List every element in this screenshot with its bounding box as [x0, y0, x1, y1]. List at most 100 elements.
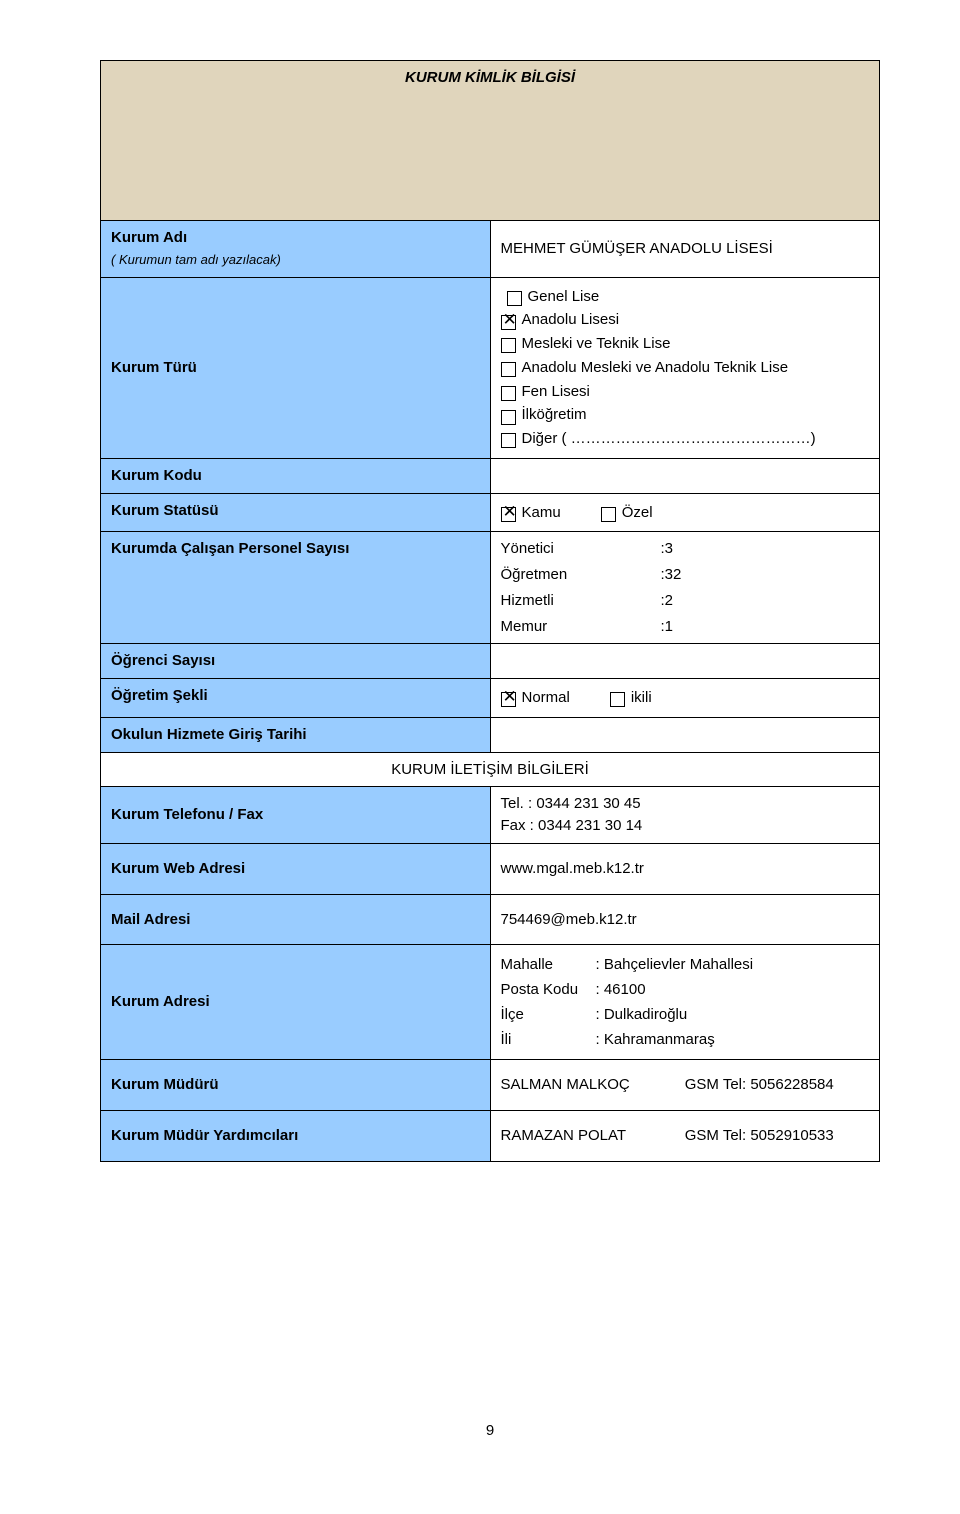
label-yardimci: Kurum Müdür Yardımcıları [101, 1111, 491, 1162]
label-mail: Mail Adresi [101, 894, 491, 945]
fax-text: Fax : 0344 231 30 14 [501, 815, 870, 837]
personel-memur-v: :1 [661, 616, 761, 638]
row-kurum-adi: Kurum Adı ( Kurumun tam adı yazılacak) M… [101, 221, 880, 278]
checkbox-icon [610, 692, 625, 707]
row-telefon: Kurum Telefonu / Fax Tel. : 0344 231 30 … [101, 787, 880, 844]
option-normal: ✕ Normal [501, 687, 570, 709]
checkbox-icon [501, 386, 516, 401]
value-kurum-kodu [490, 458, 880, 493]
checkbox-checked-icon: ✕ [501, 315, 516, 330]
option-label: Kamu [522, 502, 561, 524]
page-title: KURUM KİMLİK BİLGİSİ [101, 61, 880, 221]
label-kurum-turu: Kurum Türü [101, 277, 491, 458]
value-ogretim-sekli: ✕ Normal ikili [490, 679, 880, 718]
label-ogrenci-sayisi: Öğrenci Sayısı [101, 644, 491, 679]
personel-ogretmen-v: :32 [661, 564, 761, 586]
label-personel: Kurumda Çalışan Personel Sayısı [101, 532, 491, 644]
value-telefon: Tel. : 0344 231 30 45 Fax : 0344 231 30 … [490, 787, 880, 844]
adres-ilce-k: İlçe [501, 1004, 596, 1026]
page-number: 9 [100, 1422, 880, 1439]
value-personel: Yönetici :3 Öğretmen :32 Hizmetli :2 Mem… [490, 532, 880, 644]
value-adres: Mahalle: Bahçelievler Mahallesi Posta Ko… [490, 945, 880, 1060]
row-ogrenci-sayisi: Öğrenci Sayısı [101, 644, 880, 679]
option-ilkogretim: İlköğretim [501, 404, 870, 426]
value-kurum-turu: Genel Lise ✕ Anadolu Lisesi Mesleki ve Te… [490, 277, 880, 458]
row-yardimci: Kurum Müdür Yardımcıları RAMAZAN POLAT G… [101, 1111, 880, 1162]
label-hizmete-giris: Okulun Hizmete Giriş Tarihi [101, 717, 491, 752]
row-iletisim-header: KURUM İLETİŞİM BİLGİLERİ [101, 752, 880, 787]
iletisim-header: KURUM İLETİŞİM BİLGİLERİ [101, 752, 880, 787]
value-hizmete-giris [490, 717, 880, 752]
row-adres: Kurum Adresi Mahalle: Bahçelievler Mahal… [101, 945, 880, 1060]
value-web: www.mgal.meb.k12.tr [490, 843, 880, 894]
label-kurum-statusu: Kurum Statüsü [101, 493, 491, 532]
option-anadolu-mesleki: Anadolu Mesleki ve Anadolu Teknik Lise [501, 357, 870, 379]
personel-memur-k: Memur [501, 616, 601, 638]
row-ogretim-sekli: Öğretim Şekli ✕ Normal ikili [101, 679, 880, 718]
adres-mahalle-v: : Bahçelievler Mahallesi [596, 954, 754, 976]
option-anadolu-lisesi: ✕ Anadolu Lisesi [501, 309, 870, 331]
mudur-name: SALMAN MALKOÇ [501, 1074, 685, 1096]
value-yardimci: RAMAZAN POLAT GSM Tel: 5052910533 [490, 1111, 880, 1162]
label-mudur: Kurum Müdürü [101, 1060, 491, 1111]
form-table: KURUM KİMLİK BİLGİSİ Kurum Adı ( Kurumun… [100, 60, 880, 1162]
label-web: Kurum Web Adresi [101, 843, 491, 894]
label-telefon: Kurum Telefonu / Fax [101, 787, 491, 844]
checkbox-icon [501, 410, 516, 425]
row-kurum-statusu: Kurum Statüsü ✕ Kamu Özel [101, 493, 880, 532]
adres-posta-v: : 46100 [596, 979, 646, 1001]
checkbox-icon [501, 362, 516, 377]
option-label: Anadolu Mesleki ve Anadolu Teknik Lise [522, 357, 789, 379]
personel-hizmetli-v: :2 [661, 590, 761, 612]
personel-ogretmen-k: Öğretmen [501, 564, 601, 586]
option-label: Fen Lisesi [522, 381, 590, 403]
adres-il-v: : Kahramanmaraş [596, 1029, 715, 1051]
label-adres: Kurum Adresi [101, 945, 491, 1060]
adres-ilce-v: : Dulkadiroğlu [596, 1004, 688, 1026]
option-mesleki-teknik: Mesleki ve Teknik Lise [501, 333, 870, 355]
personel-yonetici-k: Yönetici [501, 538, 601, 560]
checkbox-icon [501, 338, 516, 353]
adres-posta-k: Posta Kodu [501, 979, 596, 1001]
value-ogrenci-sayisi [490, 644, 880, 679]
checkbox-icon [501, 433, 516, 448]
option-genel-lise: Genel Lise [507, 286, 870, 308]
checkbox-icon [507, 291, 522, 306]
row-mail: Mail Adresi 754469@meb.k12.tr [101, 894, 880, 945]
option-label: ikili [631, 687, 652, 709]
option-fen-lisesi: Fen Lisesi [501, 381, 870, 403]
option-label: Anadolu Lisesi [522, 309, 620, 331]
value-mail: 754469@meb.k12.tr [490, 894, 880, 945]
row-personel: Kurumda Çalışan Personel Sayısı Yönetici… [101, 532, 880, 644]
label-kurum-adi-sub: ( Kurumun tam adı yazılacak) [111, 252, 281, 267]
label-kurum-kodu: Kurum Kodu [101, 458, 491, 493]
mudur-gsm: GSM Tel: 5056228584 [685, 1074, 869, 1096]
page: KURUM KİMLİK BİLGİSİ Kurum Adı ( Kurumun… [0, 0, 960, 1479]
option-ozel: Özel [601, 502, 653, 524]
adres-mahalle-k: Mahalle [501, 954, 596, 976]
checkbox-checked-icon: ✕ [501, 507, 516, 522]
personel-hizmetli-k: Hizmetli [501, 590, 601, 612]
checkbox-icon [601, 507, 616, 522]
option-label: Genel Lise [528, 286, 600, 308]
checkbox-checked-icon: ✕ [501, 692, 516, 707]
row-mudur: Kurum Müdürü SALMAN MALKOÇ GSM Tel: 5056… [101, 1060, 880, 1111]
option-label: Özel [622, 502, 653, 524]
option-label: İlköğretim [522, 404, 587, 426]
option-ikili: ikili [610, 687, 652, 709]
row-web: Kurum Web Adresi www.mgal.meb.k12.tr [101, 843, 880, 894]
row-kurum-turu: Kurum Türü Genel Lise ✕ Anadolu Lisesi Me… [101, 277, 880, 458]
yard-name: RAMAZAN POLAT [501, 1125, 685, 1147]
label-ogretim-sekli: Öğretim Şekli [101, 679, 491, 718]
title-row: KURUM KİMLİK BİLGİSİ [101, 61, 880, 221]
adres-il-k: İli [501, 1029, 596, 1051]
label-kurum-adi: Kurum Adı ( Kurumun tam adı yazılacak) [101, 221, 491, 278]
value-kurum-statusu: ✕ Kamu Özel [490, 493, 880, 532]
tel-text: Tel. : 0344 231 30 45 [501, 793, 870, 815]
option-label: Normal [522, 687, 570, 709]
personel-yonetici-v: :3 [661, 538, 761, 560]
value-mudur: SALMAN MALKOÇ GSM Tel: 5056228584 [490, 1060, 880, 1111]
value-kurum-adi: MEHMET GÜMÜŞER ANADOLU LİSESİ [490, 221, 880, 278]
option-label: Mesleki ve Teknik Lise [522, 333, 671, 355]
row-kurum-kodu: Kurum Kodu [101, 458, 880, 493]
